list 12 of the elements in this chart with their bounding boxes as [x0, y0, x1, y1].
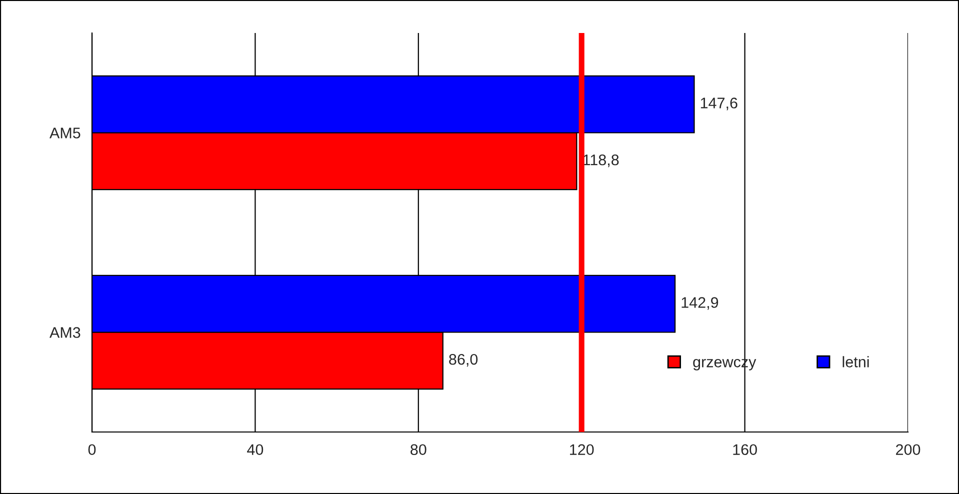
x-tick-label: 80	[410, 444, 426, 456]
y-tick-label: AM5	[50, 128, 80, 138]
data-label: 86,0	[449, 354, 478, 367]
x-tick-label: 200	[896, 444, 920, 456]
x-tick-label: 120	[570, 444, 594, 456]
x-tick-label: 0	[88, 444, 96, 456]
data-label: 142,9	[682, 297, 718, 310]
legend-label: letni	[842, 356, 869, 368]
y-tick-label: AM3	[50, 327, 80, 338]
x-tick-label: 40	[247, 444, 264, 456]
x-tick-label: 160	[733, 444, 757, 456]
data-label: 147,6	[700, 98, 738, 110]
